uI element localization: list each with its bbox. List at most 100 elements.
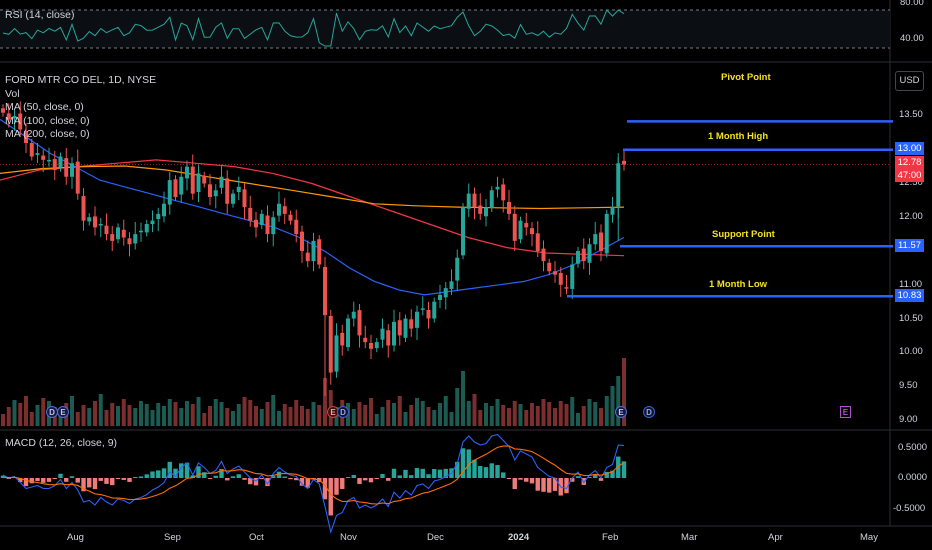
macd-histogram-bar bbox=[138, 476, 144, 478]
candle-body bbox=[472, 193, 477, 208]
future-earnings-icon[interactable]: E bbox=[840, 406, 851, 418]
chart-legend: FORD MTR CO DEL, 1D, NYSE Vol MA (50, cl… bbox=[5, 74, 156, 142]
candle-body bbox=[225, 178, 230, 204]
macd-histogram-bar bbox=[374, 478, 379, 480]
candle-body bbox=[541, 248, 546, 262]
macd-histogram-bar bbox=[483, 467, 489, 478]
volume-bar bbox=[518, 404, 523, 426]
macd-histogram-bar bbox=[460, 448, 466, 478]
candle-body bbox=[489, 190, 494, 208]
candle-body bbox=[47, 159, 51, 162]
month-high-price-tag: 13.00 bbox=[895, 142, 924, 155]
earnings-event-icon[interactable]: D bbox=[46, 406, 58, 418]
macd-histogram-bar bbox=[213, 475, 218, 478]
candle-body bbox=[265, 215, 270, 235]
support-price-tag: 11.57 bbox=[895, 239, 924, 252]
macd-histogram-bar bbox=[363, 478, 368, 481]
volume-bar bbox=[24, 396, 28, 426]
macd-histogram-bar bbox=[547, 478, 552, 493]
macd-histogram-bar bbox=[403, 469, 408, 478]
candle-body bbox=[271, 217, 276, 235]
price-tick: 12.50 bbox=[899, 177, 923, 188]
macd-histogram-bar bbox=[46, 478, 52, 482]
macd-tick: 0.0000 bbox=[898, 472, 928, 483]
macd-histogram-bar bbox=[610, 470, 615, 478]
candle-body bbox=[231, 193, 235, 204]
candle-body bbox=[1, 108, 5, 113]
current-price: 12.78 bbox=[897, 157, 922, 168]
symbol-title[interactable]: FORD MTR CO DEL, 1D, NYSE bbox=[5, 74, 157, 86]
macd-histogram-bar bbox=[552, 478, 558, 491]
candle-body bbox=[610, 207, 615, 215]
time-tick: Oct bbox=[249, 532, 264, 543]
volume-bar bbox=[87, 408, 92, 426]
macd-histogram-bar bbox=[535, 478, 540, 491]
dividend-event-icon[interactable]: D bbox=[643, 406, 655, 418]
macd-histogram-bar bbox=[455, 461, 460, 478]
candle-body bbox=[219, 176, 224, 188]
candle-body bbox=[213, 190, 218, 197]
candle-body bbox=[518, 220, 523, 240]
volume-bar bbox=[472, 394, 477, 426]
macd-histogram-bar bbox=[288, 478, 293, 480]
candle-body bbox=[599, 232, 603, 251]
candle-body bbox=[41, 155, 46, 160]
time-tick: Aug bbox=[67, 532, 84, 543]
macd-histogram-bar bbox=[64, 478, 69, 482]
macd-histogram-bar bbox=[161, 468, 167, 478]
earnings-event-icon[interactable]: E bbox=[615, 406, 627, 418]
candle-body bbox=[547, 262, 552, 272]
macd-histogram-bar bbox=[0, 475, 6, 478]
earnings-event-icon[interactable]: E bbox=[57, 406, 69, 418]
candle-body bbox=[553, 271, 557, 275]
volume-bar bbox=[116, 406, 120, 426]
volume-bar bbox=[139, 401, 143, 426]
time-tick: Apr bbox=[768, 532, 783, 543]
legend-ma50[interactable]: MA (50, close, 0) bbox=[5, 101, 84, 113]
volume-bar bbox=[29, 412, 34, 426]
candle-body bbox=[587, 244, 592, 263]
candle-body bbox=[386, 330, 391, 346]
legend-vol[interactable]: Vol bbox=[5, 87, 20, 100]
rsi-tick-40: 40.00 bbox=[900, 33, 924, 44]
macd-histogram-bar bbox=[529, 478, 535, 484]
price-tick: 11.00 bbox=[899, 279, 923, 290]
macd-histogram-bar bbox=[52, 478, 57, 479]
candle-body bbox=[604, 213, 609, 254]
candle-body bbox=[558, 273, 563, 285]
macd-histogram-bar bbox=[115, 478, 121, 479]
legend-ma100[interactable]: MA (100, close, 0) bbox=[5, 114, 90, 127]
macd-histogram-bar bbox=[541, 478, 546, 492]
price-tick: 12.00 bbox=[899, 211, 923, 222]
volume-bar bbox=[374, 414, 379, 426]
macd-histogram-bar bbox=[391, 468, 397, 478]
volume-bar bbox=[133, 408, 138, 426]
volume-bar bbox=[202, 413, 207, 426]
time-tick: Feb bbox=[602, 532, 619, 543]
candle-body bbox=[144, 224, 149, 233]
macd-histogram-bar bbox=[397, 475, 402, 478]
volume-bar bbox=[593, 402, 598, 426]
candle-body bbox=[397, 320, 402, 336]
candle-body bbox=[127, 238, 132, 245]
macd-histogram-bar bbox=[242, 478, 247, 480]
volume-bar bbox=[507, 408, 511, 426]
candle-body bbox=[455, 257, 460, 281]
volume-bar bbox=[564, 404, 569, 426]
volume-bar bbox=[81, 405, 86, 426]
candle-body bbox=[75, 161, 80, 194]
candle-body bbox=[305, 252, 310, 262]
volume-bar bbox=[185, 401, 189, 426]
candle-body bbox=[409, 319, 414, 329]
dividend-event-icon[interactable]: D bbox=[337, 406, 349, 418]
candle-body bbox=[121, 229, 126, 238]
candle-body bbox=[133, 234, 138, 244]
volume-bar bbox=[449, 412, 454, 426]
currency-button[interactable]: USD bbox=[895, 71, 924, 91]
candle-body bbox=[478, 205, 483, 214]
volume-bar bbox=[438, 403, 442, 426]
macd-histogram-bar bbox=[386, 478, 391, 481]
legend-ma200[interactable]: MA (200, close, 0) bbox=[5, 128, 90, 140]
volume-bar bbox=[300, 406, 304, 426]
